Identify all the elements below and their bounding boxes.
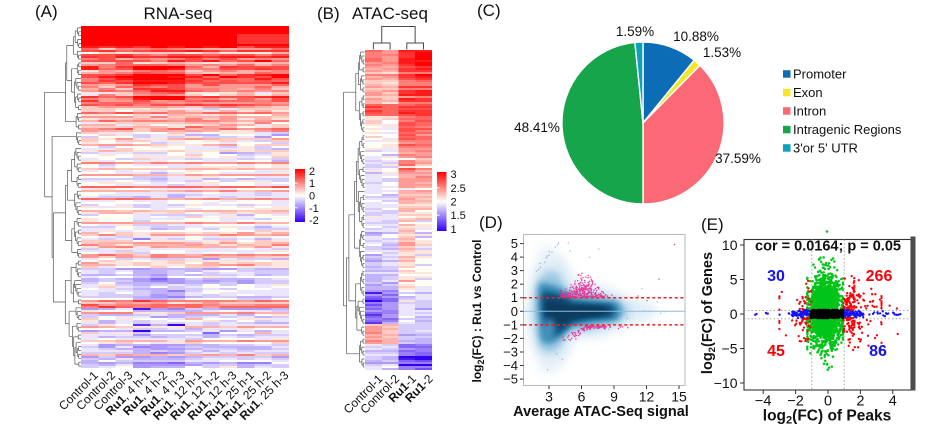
svg-text:1: 1 (309, 178, 315, 190)
svg-text:−3: −3 (503, 345, 518, 360)
svg-text:0: 0 (824, 394, 832, 410)
svg-text:2: 2 (451, 197, 457, 209)
svg-text:-2: -2 (309, 215, 319, 227)
svg-text:45: 45 (767, 343, 785, 360)
svg-text:9: 9 (610, 389, 618, 405)
svg-text:37.59%: 37.59% (715, 151, 761, 166)
svg-text:−2: −2 (787, 394, 804, 410)
svg-text:3: 3 (451, 169, 457, 181)
svg-text:Promoter: Promoter (793, 67, 847, 82)
svg-text:−1: −1 (503, 317, 518, 332)
svg-text:Intragenic Regions: Intragenic Regions (793, 122, 902, 137)
svg-text:RNA-seq: RNA-seq (144, 4, 213, 23)
svg-text:10: 10 (722, 237, 738, 253)
svg-text:Average ATAC-Seq signal: Average ATAC-Seq signal (513, 404, 689, 420)
svg-text:(D): (D) (479, 213, 503, 232)
svg-text:266: 266 (866, 268, 893, 285)
svg-text:(B): (B) (317, 4, 340, 23)
svg-text:5: 5 (730, 272, 738, 288)
svg-text:1: 1 (451, 224, 457, 236)
svg-text:30: 30 (767, 268, 785, 285)
svg-text:5: 5 (511, 236, 518, 251)
svg-text:1.59%: 1.59% (616, 24, 654, 39)
svg-text:(C): (C) (477, 1, 501, 20)
svg-text:4: 4 (511, 250, 518, 265)
svg-text:1.53%: 1.53% (703, 45, 741, 60)
svg-text:4: 4 (889, 394, 897, 410)
svg-text:(A): (A) (35, 2, 58, 21)
svg-text:(E): (E) (701, 215, 724, 234)
svg-text:0: 0 (730, 306, 738, 322)
svg-text:15: 15 (671, 389, 687, 405)
svg-text:2: 2 (856, 394, 864, 410)
svg-text:6: 6 (578, 389, 586, 405)
svg-text:10.88%: 10.88% (673, 29, 719, 44)
svg-text:−4: −4 (503, 358, 518, 373)
svg-text:48.41%: 48.41% (514, 120, 560, 135)
svg-text:1.5: 1.5 (451, 210, 466, 222)
svg-text:−2: −2 (503, 331, 518, 346)
svg-text:log2(FC) of Peaks: log2(FC) of Peaks (763, 408, 891, 427)
svg-text:cor = 0.0164; p = 0.05: cor = 0.0164; p = 0.05 (755, 239, 901, 255)
svg-text:Intron: Intron (793, 104, 826, 119)
svg-text:ATAC-seq: ATAC-seq (352, 4, 428, 23)
svg-text:−10: −10 (714, 375, 738, 391)
svg-text:0: 0 (511, 304, 518, 319)
svg-text:-1: -1 (309, 203, 319, 215)
svg-text:−5: −5 (503, 372, 518, 387)
svg-text:2.5: 2.5 (451, 183, 466, 195)
svg-text:3: 3 (545, 389, 553, 405)
svg-text:1: 1 (511, 290, 518, 305)
svg-text:2: 2 (309, 166, 315, 178)
svg-text:86: 86 (869, 343, 887, 360)
svg-text:−5: −5 (722, 341, 738, 357)
svg-text:log2(FC) of Genes: log2(FC) of Genes (700, 252, 718, 374)
svg-text:3'or 5' UTR: 3'or 5' UTR (793, 141, 858, 156)
svg-text:Exon: Exon (793, 85, 823, 100)
svg-text:12: 12 (639, 389, 655, 405)
svg-text:−4: −4 (755, 394, 772, 410)
svg-text:2: 2 (511, 277, 518, 292)
svg-text:0: 0 (309, 191, 315, 203)
svg-text:3: 3 (511, 263, 518, 278)
svg-text:log2(FC) : Ru1 vs Control: log2(FC) : Ru1 vs Control (470, 239, 486, 382)
